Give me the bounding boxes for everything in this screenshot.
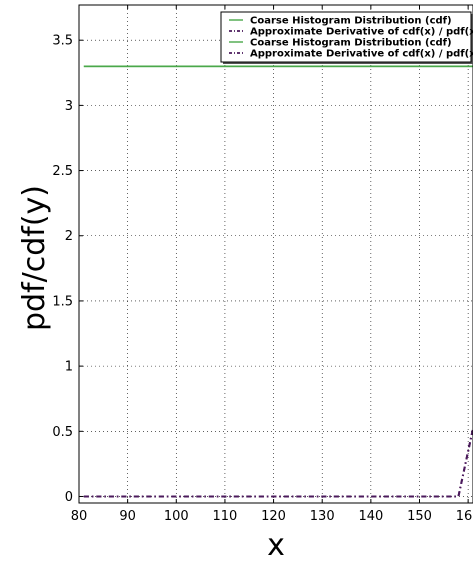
series-line-2 <box>83 428 473 498</box>
x-tick-label: 100 <box>164 509 189 524</box>
x-tick-label: 150 <box>407 509 432 524</box>
x-tick-label: 80 <box>71 509 88 524</box>
legend-entry-label: Approximate Derivative of cdf(x) / pdf(x… <box>250 49 473 60</box>
plot-frame <box>78 4 473 504</box>
series-line-4 <box>83 428 473 498</box>
y-tick-label: 1 <box>65 360 73 375</box>
y-axis-label: pdf/cdf(y) <box>17 185 52 331</box>
x-tick-label: 110 <box>213 509 238 524</box>
y-tick-label: 2.5 <box>52 164 73 179</box>
y-tick-label: 1.5 <box>52 294 73 309</box>
grid-lines <box>78 5 473 503</box>
y-tick-label: 2 <box>65 229 73 244</box>
legend-entry-label: Approximate Derivative of cdf(x) / pdf(x… <box>250 27 473 38</box>
y-tick-label: 0.5 <box>52 425 73 440</box>
y-tick-label: 3.5 <box>52 34 73 49</box>
x-tick-label: 120 <box>261 509 286 524</box>
legend-entry-label: Coarse Histogram Distribution (cdf) <box>250 16 452 27</box>
legend-entry-label: Coarse Histogram Distribution (cdf) <box>250 38 452 49</box>
y-tick-label: 3 <box>65 99 73 114</box>
y-tick-label: 0 <box>65 490 73 505</box>
x-tick-label: 130 <box>310 509 335 524</box>
x-tick-label: 90 <box>119 509 136 524</box>
axis-ticks: 80 90 100 110 120 130 140 150 160 0 0.5 1 1.5 2 2.5 3 3.… <box>52 5 473 524</box>
x-tick-label: 140 <box>358 509 383 524</box>
plot-area <box>83 65 473 498</box>
legend: Coarse Histogram Distribution (cdf)Appro… <box>220 11 473 64</box>
x-axis-label: x <box>267 528 285 563</box>
legend-box <box>220 11 472 63</box>
x-tick-label: 160 <box>456 509 473 524</box>
